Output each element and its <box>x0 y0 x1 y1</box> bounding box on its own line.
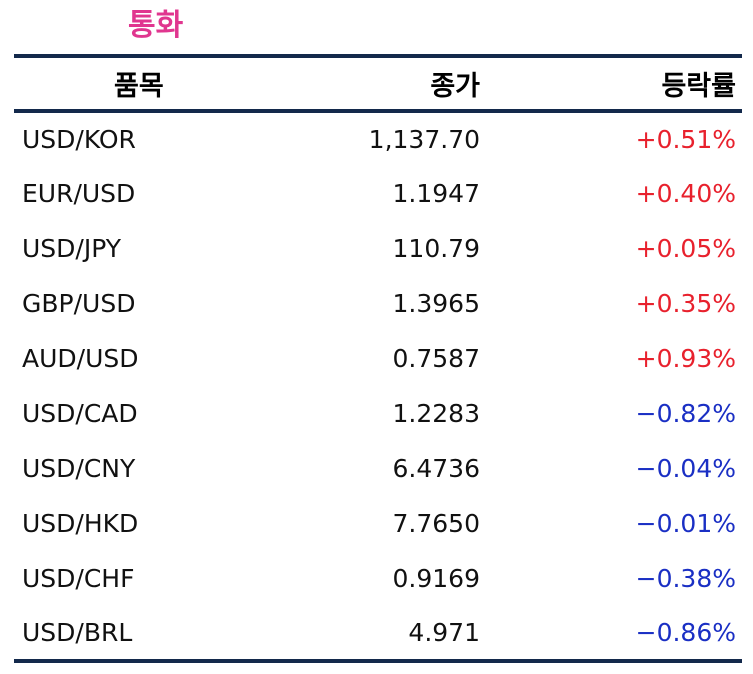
change-rate: −0.38% <box>635 564 736 593</box>
change-rate: −0.82% <box>635 399 736 428</box>
table-row: USD/CHF 0.9169 −0.38% <box>14 551 742 606</box>
currency-pair: USD/HKD <box>22 509 139 538</box>
currency-pair: USD/KOR <box>22 125 136 154</box>
currency-pair: AUD/USD <box>22 344 139 373</box>
table-row: EUR/USD 1.1947 +0.40% <box>14 166 742 221</box>
change-rate: +0.51% <box>635 125 736 154</box>
closing-price: 1.3965 <box>392 289 480 318</box>
change-rate: +0.93% <box>635 344 736 373</box>
change-rate: +0.05% <box>635 234 736 263</box>
currency-pair: USD/CHF <box>22 564 135 593</box>
closing-price: 4.971 <box>408 618 480 647</box>
closing-price: 110.79 <box>392 234 480 263</box>
table-header-row: 품목 종가 등락률 <box>14 56 742 111</box>
closing-price: 0.9169 <box>392 564 480 593</box>
currency-pair: GBP/USD <box>22 289 136 318</box>
closing-price: 1.2283 <box>392 399 480 428</box>
table-row: USD/KOR 1,137.70 +0.51% <box>14 111 742 166</box>
change-rate: −0.04% <box>635 454 736 483</box>
column-header-change: 등락률 <box>661 71 736 102</box>
currency-pair: USD/CNY <box>22 454 136 483</box>
closing-price: 1.1947 <box>392 179 480 208</box>
table-row: USD/JPY 110.79 +0.05% <box>14 221 742 276</box>
table-row: USD/CAD 1.2283 −0.82% <box>14 386 742 441</box>
currency-pair: EUR/USD <box>22 179 136 208</box>
currency-pair: USD/BRL <box>22 618 133 647</box>
change-rate: +0.40% <box>635 179 736 208</box>
table-row: AUD/USD 0.7587 +0.93% <box>14 331 742 386</box>
table-row: GBP/USD 1.3965 +0.35% <box>14 276 742 331</box>
closing-price: 6.4736 <box>392 454 480 483</box>
table-row: USD/HKD 7.7650 −0.01% <box>14 496 742 551</box>
table-row: USD/BRL 4.971 −0.86% <box>14 606 742 661</box>
column-header-name: 품목 <box>114 71 164 102</box>
page-title: 통화 <box>128 8 184 43</box>
change-rate: −0.86% <box>635 618 736 647</box>
closing-price: 7.7650 <box>392 509 480 538</box>
currency-pair: USD/JPY <box>22 234 122 263</box>
currency-pair: USD/CAD <box>22 399 138 428</box>
closing-price: 1,137.70 <box>368 125 480 154</box>
change-rate: −0.01% <box>635 509 736 538</box>
change-rate: +0.35% <box>635 289 736 318</box>
column-header-close: 종가 <box>430 71 480 102</box>
table-row: USD/CNY 6.4736 −0.04% <box>14 441 742 496</box>
currency-table: 품목 종가 등락률 USD/KOR 1,137.70 +0.51% EUR/US… <box>14 54 742 663</box>
closing-price: 0.7587 <box>392 344 480 373</box>
